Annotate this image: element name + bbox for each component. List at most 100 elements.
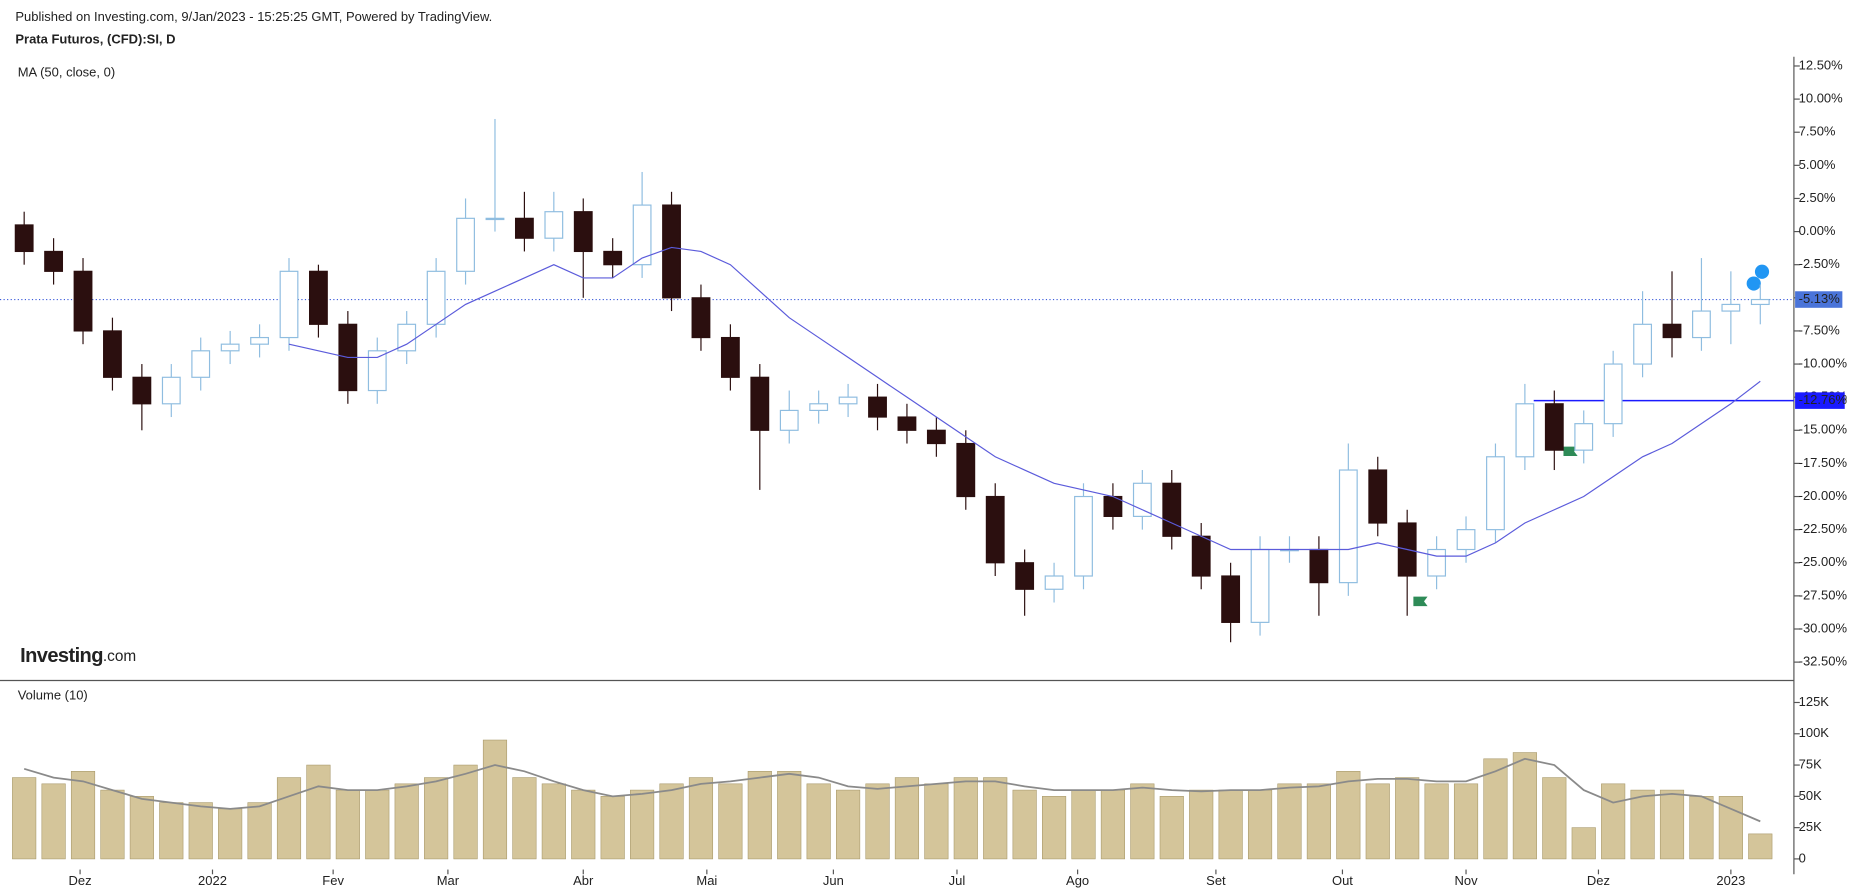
volume-bar [1071, 789, 1096, 860]
volume-bar [983, 777, 1008, 860]
candle-body [868, 396, 887, 418]
candle-body [573, 211, 593, 253]
volume-bar [1424, 783, 1449, 860]
volume-bar [806, 783, 831, 860]
y-tick-label: -27.50% [1799, 587, 1848, 602]
y-tick-label: -2.50% [1799, 256, 1841, 271]
indicator-label: MA (50, close, 0) [18, 65, 115, 80]
candle-body [426, 270, 446, 325]
candle-body [1692, 310, 1711, 339]
candle-body [1221, 575, 1241, 623]
volume-bar [894, 777, 920, 860]
candle-body [456, 217, 475, 272]
candle-body [1309, 548, 1329, 584]
x-tick-label: 2023 [1716, 873, 1745, 888]
volume-bar [1159, 796, 1184, 860]
x-tick-label: Abr [573, 873, 594, 888]
y-tick-label: -17.50% [1799, 455, 1848, 470]
last-price-label: -5.13% [1799, 291, 1841, 306]
candle-body [603, 250, 623, 266]
volume-bar [12, 777, 37, 860]
volume-bar [306, 764, 331, 860]
y-tick-label: 10.00% [1799, 91, 1843, 106]
candle-body [1368, 469, 1388, 524]
volume-bar [1247, 789, 1273, 860]
volume-bar [747, 771, 772, 860]
volume-bar [365, 789, 390, 860]
candle-body [1162, 482, 1182, 537]
volume-bar [541, 783, 566, 860]
level-label: -12.76% [1799, 392, 1848, 407]
candle-body [161, 376, 181, 405]
volume-bar [571, 789, 596, 860]
candle-body [662, 204, 681, 299]
candle-body [250, 336, 269, 345]
y-tick-label: -25.00% [1799, 554, 1848, 569]
level-box [1795, 392, 1845, 409]
x-tick-label: Mar [437, 873, 460, 888]
candle-body [1750, 298, 1770, 306]
marker [1754, 264, 1770, 279]
candle-body [1191, 535, 1211, 577]
volume-bar [100, 789, 125, 860]
y-tick-label: -30.00% [1799, 620, 1848, 635]
y-tick-label: -32.50% [1799, 654, 1848, 669]
volume-bar [1689, 796, 1714, 860]
volume-bar [394, 783, 419, 860]
x-tick-label: Dez [69, 873, 92, 888]
volume-bar [129, 796, 154, 860]
volume-bar [188, 802, 213, 860]
volume-bar [1189, 789, 1214, 860]
candle-body [632, 204, 652, 266]
candle-body [1015, 562, 1035, 590]
volume-bar [688, 777, 714, 860]
volume-title: Volume (10) [18, 687, 88, 702]
candle-body [103, 330, 122, 378]
candle-body [1662, 323, 1682, 339]
candle-body [1074, 495, 1093, 577]
candle-body [1250, 548, 1270, 623]
x-tick-label: Jun [823, 873, 844, 888]
published: Published on Investing.com, 9/Jan/2023 -… [15, 9, 492, 24]
volume-bar [1542, 777, 1567, 860]
candle-body [779, 409, 799, 431]
y-tick-label: -15.00% [1799, 422, 1848, 437]
y-tick-label: 100K [1799, 725, 1830, 740]
volume-bar [1571, 827, 1596, 860]
y-tick-label: 25K [1799, 819, 1822, 834]
y-tick-label: 0 [1799, 850, 1806, 865]
volume-bar [218, 808, 243, 860]
candle-body [1044, 575, 1064, 590]
logo: Investing.com [20, 645, 136, 667]
marker [1746, 276, 1761, 291]
volume-bar [659, 783, 684, 860]
candle-body [309, 270, 328, 325]
volume-bar [718, 783, 743, 860]
volume-bar [512, 777, 537, 860]
candle-body [1603, 363, 1623, 425]
volume-bar [600, 796, 625, 860]
candle-body [1427, 548, 1447, 577]
y-tick-label: 5.00% [1799, 157, 1836, 172]
candle-body [279, 270, 299, 339]
y-tick-label: -10.00% [1799, 355, 1848, 370]
candle-body [1721, 303, 1741, 312]
x-tick-label: Out [1332, 873, 1353, 888]
candle-body [838, 396, 858, 405]
x-tick-label: Fev [322, 873, 344, 888]
volume-bar [1306, 783, 1331, 860]
volume-bar [1218, 789, 1243, 860]
x-tick-label: Dez [1587, 873, 1610, 888]
candle-body [1544, 403, 1564, 451]
y-tick-label: -7.50% [1799, 322, 1841, 337]
y-tick-label: 125K [1799, 694, 1830, 709]
chart-title: Prata Futuros, (CFD):SI, D [15, 32, 175, 47]
volume-bar [1659, 789, 1685, 860]
y-tick-label: 0.00% [1799, 223, 1836, 238]
candle-body [485, 217, 505, 221]
volume-bar [1483, 758, 1508, 860]
candle-body [1456, 529, 1476, 551]
candle-body [956, 442, 976, 498]
